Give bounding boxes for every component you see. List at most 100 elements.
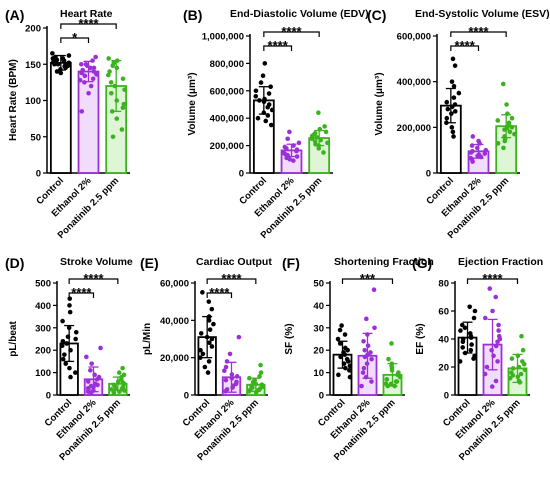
data-point [462, 325, 468, 331]
data-point [471, 315, 477, 321]
data-point [200, 351, 206, 357]
data-point [262, 61, 268, 66]
data-point [449, 125, 455, 130]
panel-title: Stroke Volume [60, 256, 133, 268]
y-axis-label: Volume (μm³) [374, 72, 385, 135]
data-point [460, 345, 465, 350]
data-point [487, 286, 493, 291]
data-point [198, 331, 204, 336]
y-tick-label: 800,000 [210, 59, 244, 70]
data-point [83, 61, 89, 67]
data-point [509, 115, 515, 121]
data-point [482, 371, 488, 377]
data-point [111, 390, 117, 396]
significance-bracket [341, 278, 394, 284]
data-point [266, 91, 272, 96]
data-point [338, 354, 343, 360]
data-point [209, 336, 215, 342]
y-tick-label: 200,000 [397, 123, 431, 134]
data-point [470, 134, 476, 139]
data-point [336, 372, 341, 378]
data-point [269, 107, 275, 113]
significance-bracket [263, 31, 320, 37]
data-point [122, 87, 127, 92]
y-tick-label: 400 [35, 301, 51, 312]
data-point [62, 352, 67, 357]
panel-letter: (C) [367, 7, 386, 23]
data-point [345, 347, 350, 353]
y-axis-label: pL/beat [8, 321, 19, 357]
data-point [460, 339, 466, 345]
data-point [84, 354, 89, 360]
bar-1 [77, 70, 100, 174]
y-tick-label: 100 [35, 368, 51, 379]
data-point [114, 65, 120, 71]
data-point [294, 154, 300, 159]
data-point [518, 371, 524, 377]
data-point [209, 306, 215, 312]
data-point [255, 115, 261, 121]
y-tick-label: 50 [313, 279, 324, 290]
panel-c: (C) End-Systolic Volume (ESV) Volume (μm³)… [367, 7, 550, 241]
data-point [490, 308, 495, 314]
panel-title: Ejection Fraction [458, 256, 543, 268]
panel-letter: (F) [282, 255, 300, 271]
data-point [469, 143, 475, 148]
panel-title: Cardiac Output [196, 256, 272, 268]
panel-title: Heart Rate [60, 8, 113, 20]
data-point [122, 388, 127, 393]
data-point [94, 377, 100, 382]
panel-a: (A) Heart Rate Heart Rate (BPM) 0 50 100 150 20… [5, 7, 130, 241]
data-point [510, 366, 516, 371]
y-tick-label: 20 [438, 363, 449, 374]
data-point [369, 379, 374, 384]
data-point [120, 105, 126, 111]
data-point [98, 345, 103, 351]
panel-d: (D) Stroke VolumepL/beat0100200300400500C… [5, 255, 133, 463]
y-tick-label: 300 [35, 323, 51, 334]
data-point [451, 95, 457, 100]
significance-stars: * [72, 30, 78, 45]
y-tick-label: 400,000 [210, 114, 244, 125]
data-point [61, 58, 67, 63]
data-point [457, 359, 463, 364]
data-point [113, 385, 118, 391]
data-point [467, 304, 473, 310]
data-point [452, 109, 458, 114]
data-point [444, 115, 450, 121]
significance-stars: **** [281, 24, 302, 39]
data-point [309, 136, 315, 142]
data-point [260, 73, 266, 79]
data-point [110, 63, 116, 68]
data-point [285, 136, 290, 142]
significance-stars: **** [455, 38, 476, 53]
y-tick-label: 50 [30, 132, 41, 143]
y-tick-label: 0 [239, 169, 244, 180]
y-tick-label: 0 [184, 391, 189, 402]
data-point [316, 146, 322, 151]
data-point [55, 61, 61, 67]
data-point [339, 323, 344, 328]
data-point [268, 122, 274, 128]
data-point [73, 370, 78, 375]
data-point [109, 387, 114, 392]
data-point [451, 83, 457, 89]
data-point [88, 83, 94, 89]
significance-stars: **** [482, 271, 503, 286]
data-point [205, 370, 211, 375]
significance-stars: **** [268, 38, 289, 53]
data-point [484, 364, 490, 370]
data-point [207, 327, 213, 332]
data-point [67, 303, 72, 308]
data-point [337, 341, 343, 346]
data-point [493, 343, 499, 349]
data-point [359, 383, 364, 389]
data-point [78, 61, 84, 67]
bar-0 [49, 61, 72, 174]
data-point [223, 364, 229, 370]
y-tick-label: 100 [25, 96, 41, 107]
y-tick-label: 0 [36, 169, 41, 180]
data-point [504, 102, 509, 107]
data-point [512, 131, 517, 137]
